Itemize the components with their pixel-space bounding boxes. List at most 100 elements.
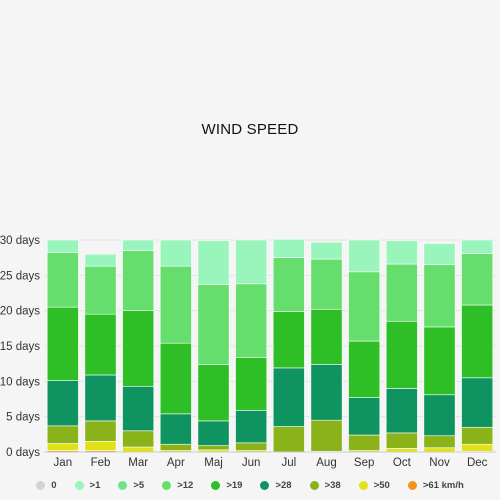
y-tick-label: 20 days: [0, 306, 40, 318]
bar-segment[interactable]: [122, 239, 155, 251]
legend-item[interactable]: >1: [74, 480, 100, 491]
legend-item[interactable]: >12: [162, 480, 193, 491]
bar-segment[interactable]: [310, 258, 343, 310]
bar-segment[interactable]: [235, 442, 268, 451]
bar-segment[interactable]: [46, 425, 79, 444]
bar-segment[interactable]: [159, 342, 192, 415]
bar-segment[interactable]: [423, 243, 456, 266]
legend-label: >19: [226, 480, 243, 491]
legend-label: >12: [177, 480, 194, 491]
bar-segment[interactable]: [122, 446, 155, 453]
bar-segment[interactable]: [423, 447, 456, 453]
bar-segment[interactable]: [461, 377, 494, 428]
bar-segment[interactable]: [84, 265, 117, 315]
legend-swatch: [211, 481, 221, 490]
bar-segment[interactable]: [84, 441, 117, 451]
x-tick-label: Dec: [467, 457, 488, 469]
bar-segment[interactable]: [84, 374, 117, 422]
legend-swatch: [74, 481, 84, 490]
x-tick-label: Jan: [54, 457, 73, 469]
bar-segment[interactable]: [423, 326, 456, 396]
bar-segment[interactable]: [461, 443, 494, 452]
bar-segment[interactable]: [46, 239, 79, 254]
bar-segment[interactable]: [272, 257, 305, 312]
legend-item[interactable]: >19: [211, 480, 242, 491]
bar-segment[interactable]: [385, 388, 418, 434]
bar-segment[interactable]: [310, 364, 343, 421]
bar-segment[interactable]: [385, 240, 418, 265]
bar-segment[interactable]: [423, 394, 456, 437]
bar-segment[interactable]: [348, 271, 381, 342]
bar-segment[interactable]: [461, 426, 494, 445]
bar-segment[interactable]: [84, 313, 117, 376]
bar-segment[interactable]: [423, 435, 456, 449]
legend-swatch: [260, 481, 270, 490]
x-tick-label: Oct: [393, 457, 412, 469]
bar-segment[interactable]: [385, 432, 418, 449]
bar-segment[interactable]: [46, 306, 79, 381]
legend-item[interactable]: 0: [36, 480, 57, 491]
bar-segment[interactable]: [122, 250, 155, 311]
bar-segment[interactable]: [272, 426, 305, 453]
bar-segment[interactable]: [159, 239, 192, 267]
bar-segment[interactable]: [348, 397, 381, 436]
bar-segment[interactable]: [46, 443, 79, 451]
bar-segment[interactable]: [235, 410, 268, 444]
bar-segment[interactable]: [461, 253, 494, 306]
bar-segment[interactable]: [272, 311, 305, 369]
bar-segment[interactable]: [159, 443, 192, 451]
bar-segment[interactable]: [197, 240, 230, 285]
bar-segment[interactable]: [385, 320, 418, 389]
bar-segment[interactable]: [385, 448, 418, 453]
x-tick-label: Maj: [204, 457, 223, 469]
legend-label: 0: [51, 480, 57, 491]
legend-item[interactable]: >61 km/h: [407, 480, 464, 491]
bar-segment[interactable]: [235, 239, 268, 285]
bar-segment[interactable]: [348, 239, 381, 273]
legend-label: >5: [133, 480, 145, 491]
bar-segment[interactable]: [310, 241, 343, 260]
bar-segment[interactable]: [385, 263, 418, 322]
bar-segment[interactable]: [159, 265, 192, 344]
legend-swatch: [358, 481, 368, 490]
legend-label: >38: [324, 480, 341, 491]
legend-item[interactable]: >38: [309, 480, 341, 491]
bar-segment[interactable]: [235, 283, 268, 358]
bar-segment[interactable]: [197, 284, 230, 365]
bar-segment[interactable]: [84, 253, 117, 267]
bar-segment[interactable]: [272, 238, 305, 258]
legend-item[interactable]: >5: [118, 480, 144, 491]
legend-item[interactable]: >50: [358, 480, 390, 491]
legend-label: >28: [275, 480, 292, 491]
x-tick-label: Jun: [242, 457, 261, 469]
bar-segment[interactable]: [272, 367, 305, 427]
bar-segment[interactable]: [159, 413, 192, 445]
bar-segment[interactable]: [122, 430, 155, 448]
legend-swatch: [162, 481, 172, 490]
legend-item[interactable]: >28: [260, 480, 292, 491]
bar-segment[interactable]: [461, 239, 494, 254]
bar-segment[interactable]: [423, 264, 456, 328]
bar-segment[interactable]: [461, 304, 494, 379]
legend-label: >50: [373, 480, 390, 491]
bar-segment[interactable]: [84, 420, 117, 442]
bar-segment[interactable]: [197, 445, 230, 451]
legend-swatch: [407, 481, 417, 490]
bar-segment[interactable]: [197, 364, 230, 422]
bar-segment[interactable]: [310, 419, 343, 452]
chart-legend: 0 >1 >5 >12 >19 >28 >38 >50 >61 km/h: [0, 480, 500, 491]
legend-swatch: [118, 481, 128, 490]
bar-segment[interactable]: [235, 357, 268, 411]
bar-segment[interactable]: [46, 252, 79, 308]
bar-segment[interactable]: [46, 380, 79, 427]
x-tick-label: Feb: [91, 457, 111, 469]
bar-segment[interactable]: [122, 310, 155, 387]
y-tick-label: 25 days: [0, 270, 40, 282]
bar-segment[interactable]: [122, 385, 155, 432]
y-tick-label: 5 days: [6, 412, 40, 424]
bar-segment[interactable]: [197, 420, 230, 446]
bar-segment[interactable]: [310, 308, 343, 365]
bar-segment[interactable]: [348, 434, 381, 451]
bar-segment[interactable]: [348, 340, 381, 398]
